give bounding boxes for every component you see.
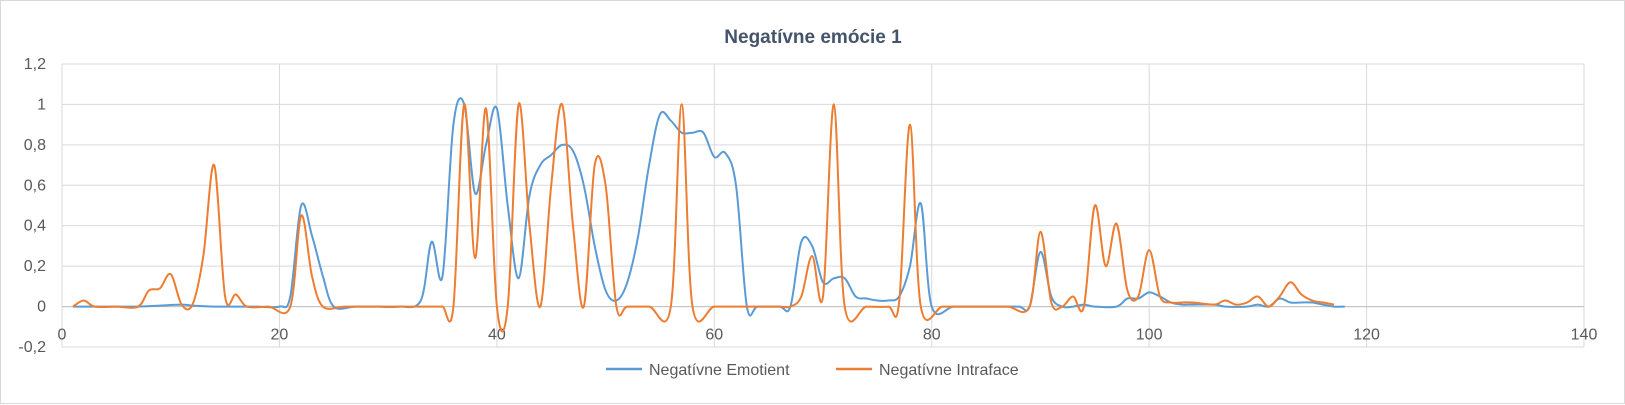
y-tick-label: 0,4 [24,218,46,235]
x-tick-label: 80 [923,327,941,344]
y-tick-label: 0,2 [24,258,46,275]
legend-label-1: Negatívne Emotient [649,362,790,379]
axis-layer: -0,2 0 0,2 0,4 0,6 0,8 1 1,2 0 20 40 60 80 100 120 140 [18,56,1597,356]
legend: Negatívne Emotient Negatívne Intraface [606,362,1019,379]
x-tick-label: 100 [1136,327,1163,344]
chart-title: Negatívne emócie 1 [724,27,902,48]
y-tick-label: 0 [37,299,46,316]
series-layer [72,97,1345,333]
y-tick-label: -0,2 [18,339,46,356]
y-tick-label: 0,6 [24,177,46,194]
y-tick-label: 1,2 [24,56,46,73]
series-line-1 [72,97,1345,317]
y-tick-label: 0,8 [24,137,46,154]
x-tick-label: 140 [1571,327,1598,344]
x-tick-label: 40 [488,327,506,344]
legend-label-2: Negatívne Intraface [879,362,1019,379]
series-line-2 [72,102,1335,333]
x-tick-label: 0 [58,327,67,344]
x-tick-label: 60 [705,327,723,344]
x-tick-label: 120 [1353,327,1380,344]
x-tick-label: 20 [271,327,289,344]
y-tick-label: 1 [37,96,46,113]
